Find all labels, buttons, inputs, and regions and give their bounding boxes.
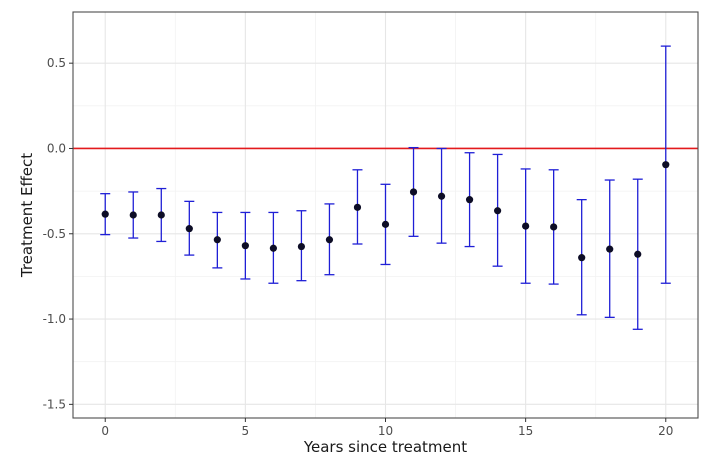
data-point [550,223,558,231]
data-point [353,203,362,211]
data-point [606,245,614,253]
y-tick-label: -1.0 [43,312,66,326]
data-point [213,236,221,244]
data-point [185,225,193,233]
y-axis: -1.5 -1.0 -0.5 0.0 0.5 [43,56,73,411]
x-axis-title: Years since treatment [303,438,467,456]
data-point [381,220,390,228]
x-axis: 0 5 10 15 20 [101,418,673,438]
data-point [662,161,670,169]
data-point [437,192,446,200]
data-point [634,250,642,258]
data-point [494,207,502,215]
y-tick-label: 0.0 [47,141,66,155]
data-point [297,242,306,251]
error-bars [100,45,671,330]
x-tick-label: 10 [378,424,393,438]
y-tick-label: 0.5 [47,56,66,70]
x-tick-label: 15 [518,424,533,438]
data-point [522,222,530,230]
y-axis-title: Treatment Effect [18,153,36,278]
data-point [465,196,474,204]
data-point [578,254,586,262]
y-tick-label: -1.5 [43,397,66,411]
y-tick-label: -0.5 [43,227,66,241]
x-tick-label: 20 [658,424,673,438]
x-tick-label: 5 [242,424,250,438]
data-point [101,210,109,218]
data-point [129,211,137,219]
data-point [241,242,249,250]
data-point [325,236,334,244]
data-point [409,188,418,196]
data-point [269,244,277,252]
x-tick-label: 0 [101,424,109,438]
data-points [101,161,670,262]
data-point [157,211,165,219]
